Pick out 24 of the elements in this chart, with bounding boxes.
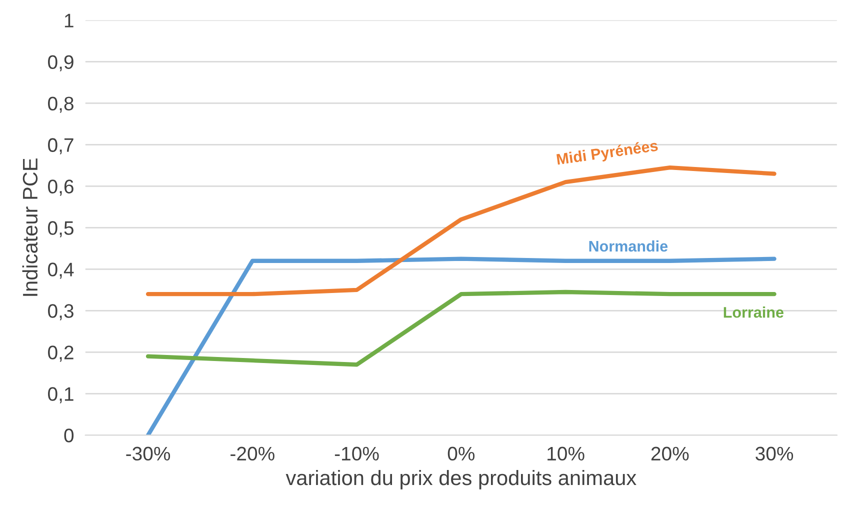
x-tick-label: 10% xyxy=(548,446,584,461)
text: Midi Pyrénées xyxy=(556,140,659,168)
y-tick-label: 0,7 xyxy=(48,138,74,154)
x-tick-label: -10% xyxy=(334,446,379,461)
series-label: Lorraine xyxy=(724,306,784,318)
x-tick-label: 30% xyxy=(756,446,794,461)
series-label: Normandie xyxy=(589,240,668,252)
y-tick-label: 0,3 xyxy=(48,304,74,320)
y-tick-label: 0,5 xyxy=(48,221,74,238)
y-tick-label: 0,2 xyxy=(48,346,74,362)
y-tick-label: 0,8 xyxy=(48,96,74,113)
line-series xyxy=(146,165,776,296)
y-tick-label: 0,4 xyxy=(48,262,74,279)
y-tick-label: 0,6 xyxy=(48,180,74,196)
y-tick-label: 0,9 xyxy=(48,55,74,72)
x-tick-label: 20% xyxy=(651,446,689,461)
y-tick-label: 1 xyxy=(64,14,74,28)
x-tick-label: 0% xyxy=(448,446,475,461)
x-tick-label: -30% xyxy=(126,446,170,461)
x-axis-title: variation du prix des produits animaux xyxy=(286,470,636,490)
y-axis-title: Indicateur PCE xyxy=(22,158,38,296)
y-tick-label: 0 xyxy=(64,428,74,442)
x-tick-label: -20% xyxy=(230,446,274,461)
y-tick-label: 0,1 xyxy=(48,387,74,404)
